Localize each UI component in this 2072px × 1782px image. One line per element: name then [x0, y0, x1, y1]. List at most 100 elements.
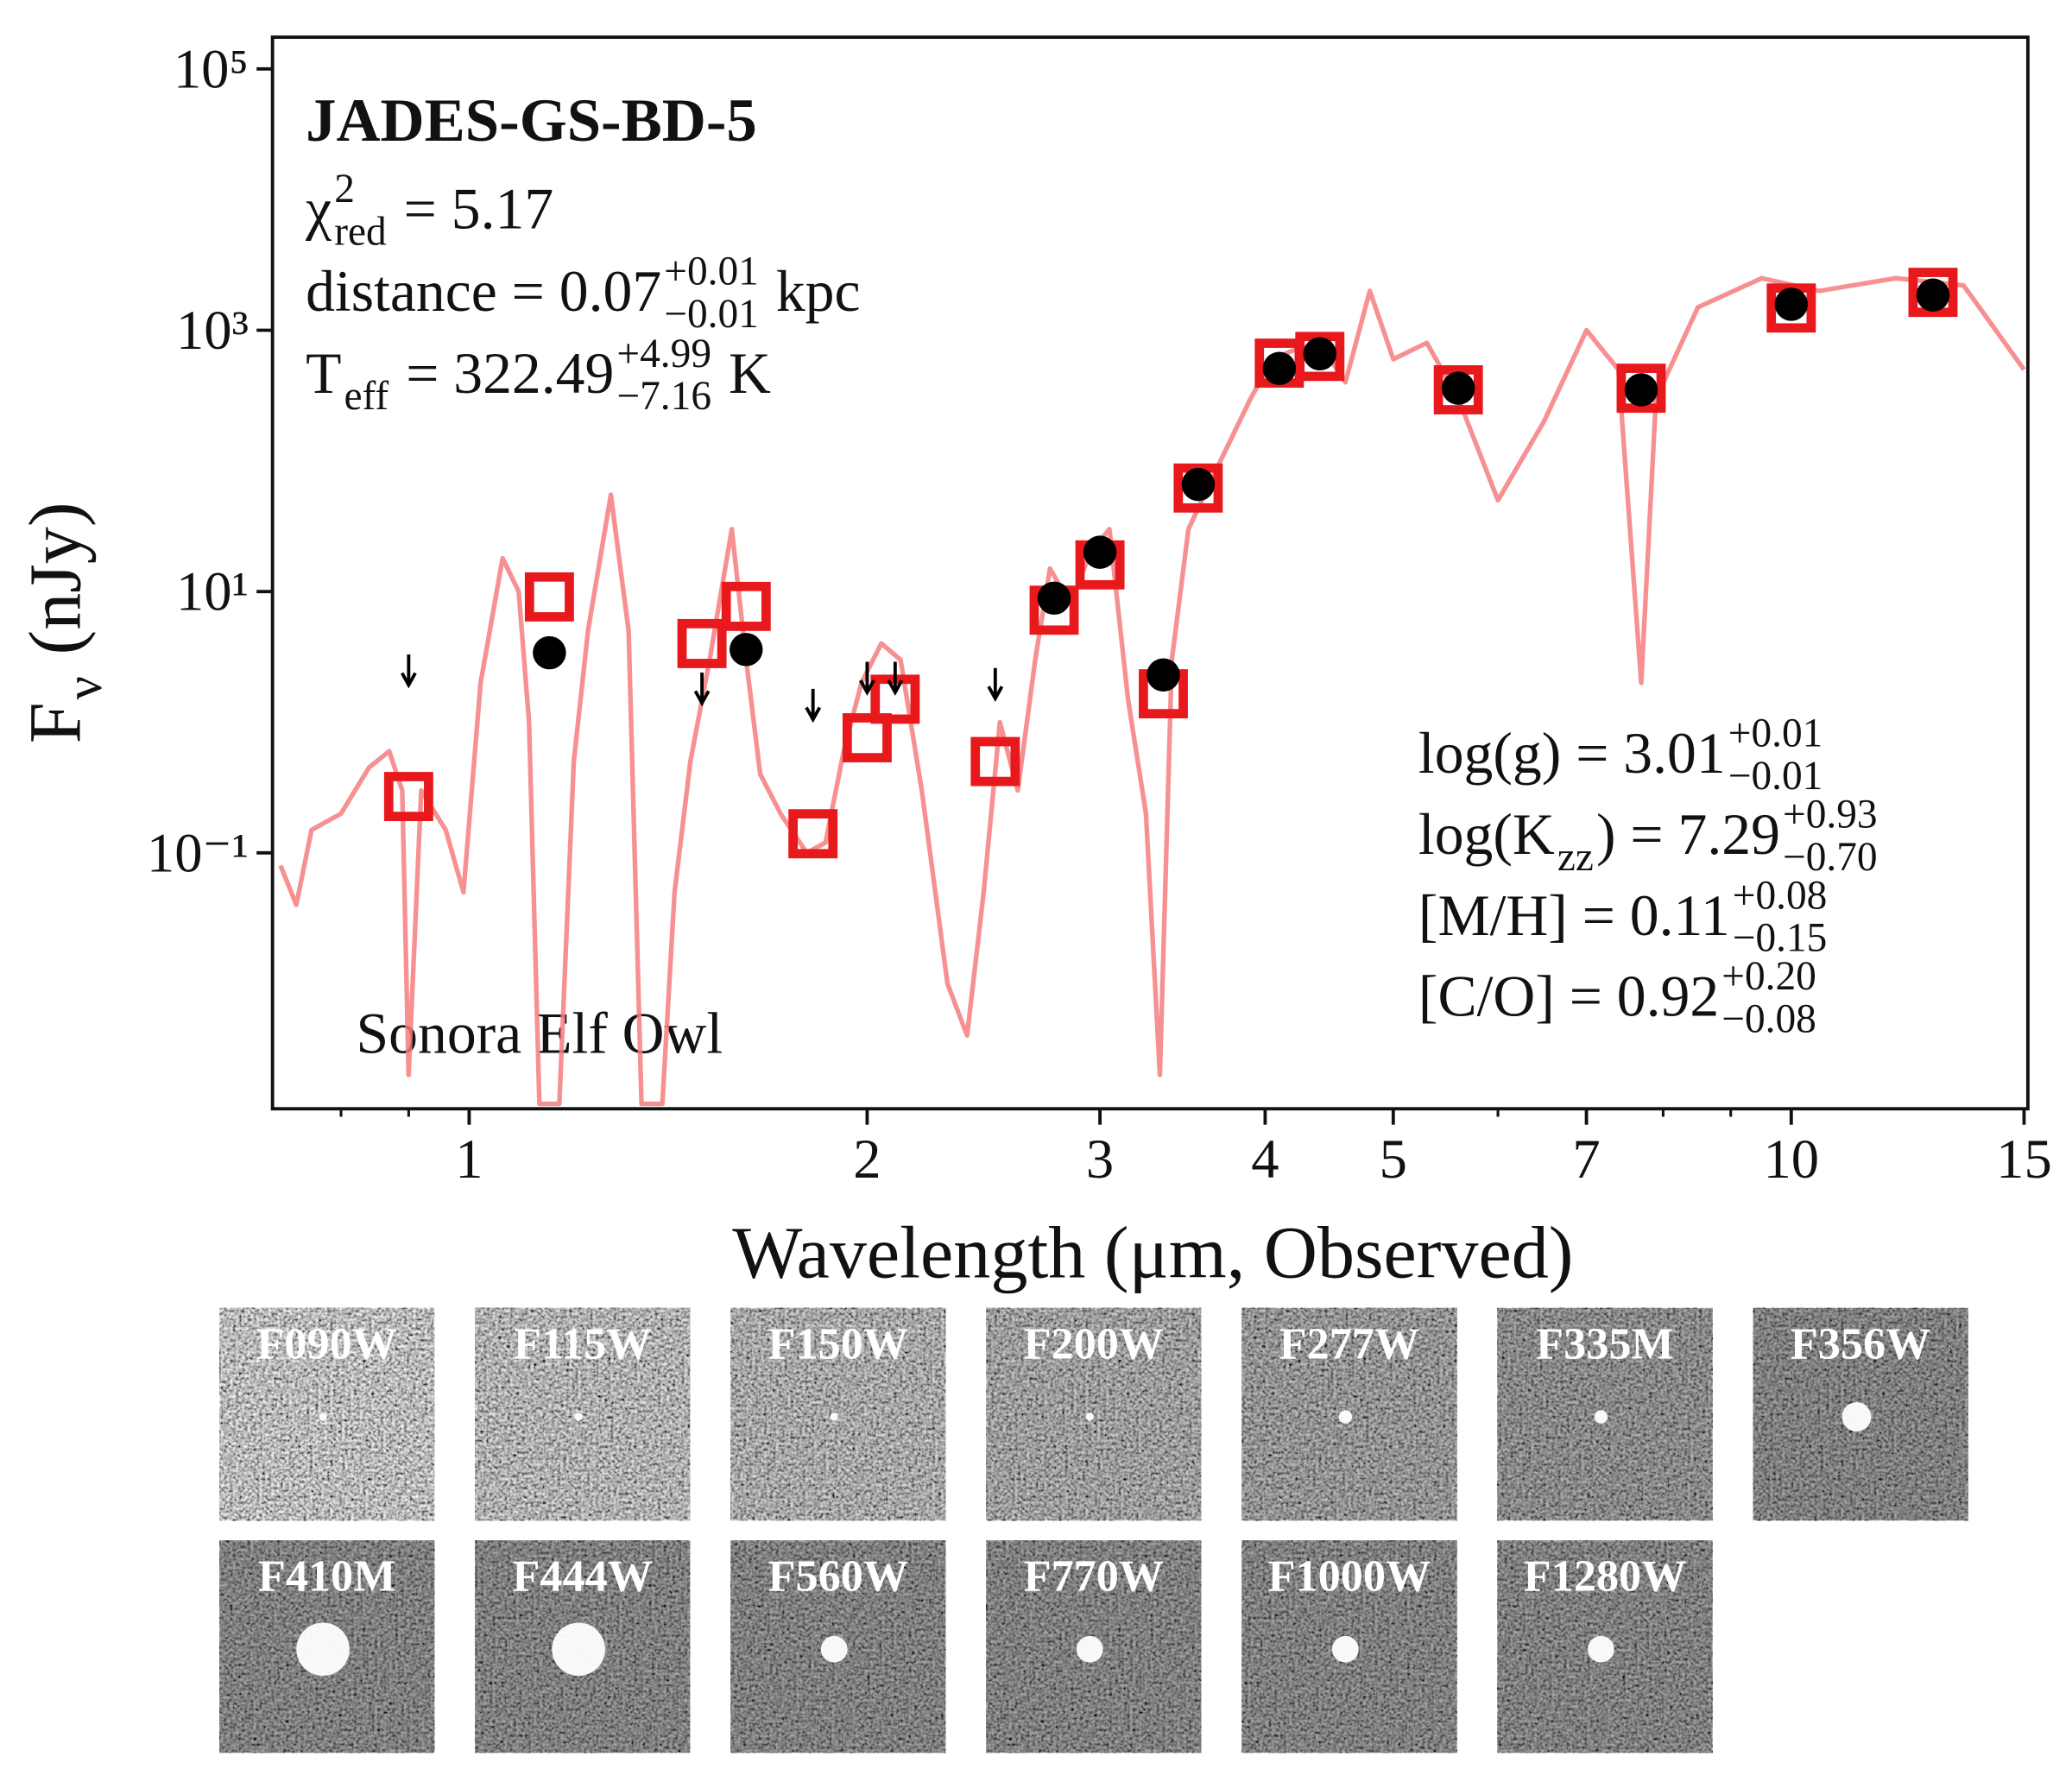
plot-frame	[270, 35, 2030, 1111]
cutout-label: F560W	[768, 1551, 909, 1602]
annotation: kpc	[761, 259, 861, 324]
x-tick-label: 1	[455, 1128, 483, 1190]
cutout-label: F410M	[258, 1551, 396, 1602]
annotation-sub: −0.01	[664, 292, 759, 337]
cutout-shade	[730, 1307, 946, 1521]
annotation-sup: +0.01	[1728, 711, 1823, 756]
observed-flux	[1262, 351, 1297, 385]
annotation-sup: +0.01	[664, 249, 759, 294]
x-tick-label: 7	[1572, 1128, 1600, 1190]
model-photometry	[1433, 365, 1483, 414]
annotation-sub: −0.08	[1721, 997, 1816, 1042]
cutout-source	[319, 1412, 327, 1421]
model-photometry	[788, 809, 838, 859]
cutout-source	[830, 1412, 838, 1421]
annotation: χ	[305, 177, 332, 242]
cutout-source	[1841, 1402, 1872, 1431]
model-photometry	[1616, 363, 1666, 414]
observed-flux	[1083, 535, 1117, 569]
x-tick-label: 5	[1380, 1128, 1407, 1190]
cutout-label: F1280W	[1524, 1551, 1687, 1602]
y-tick-label: 10⁻¹	[147, 821, 249, 883]
model-photometry	[383, 772, 433, 822]
cutout-image	[219, 1307, 435, 1521]
y-tick-label: 10⁵	[174, 37, 249, 99]
cutout-label: F1000W	[1268, 1551, 1431, 1602]
upper-limit	[400, 654, 417, 689]
cutout-source	[820, 1635, 848, 1663]
cutout-source	[296, 1622, 350, 1676]
x-tick-label: 15	[1996, 1128, 2052, 1190]
observed-flux	[1147, 658, 1180, 692]
model-photometry	[1908, 268, 1958, 318]
cutout-image	[475, 1307, 691, 1521]
cutout-image	[986, 1307, 1202, 1521]
cutout-source	[1338, 1410, 1353, 1424]
cutout-label: F090W	[256, 1318, 397, 1368]
model-photometry	[970, 736, 1020, 787]
observed-flux	[1181, 467, 1216, 502]
observed-flux	[730, 633, 763, 667]
observed-flux	[1774, 288, 1809, 321]
y-axis-label: Fν (nJy)	[14, 502, 113, 743]
cutout-shade	[475, 1307, 691, 1521]
plot-area	[278, 268, 2026, 1107]
observed-flux	[1624, 373, 1658, 407]
cutout-source	[574, 1412, 583, 1421]
cutout-source	[1085, 1412, 1094, 1421]
annotation-sub: −0.70	[1783, 835, 1878, 880]
annotation: T	[306, 341, 341, 406]
cutout-label: F150W	[768, 1318, 909, 1368]
annotation-sup: +0.08	[1733, 873, 1828, 918]
annotation: ) = 7.29	[1596, 802, 1780, 867]
annotation: distance = 0.07	[306, 259, 661, 324]
annotation: = 322.49	[391, 341, 614, 406]
x-tick-label: 2	[853, 1128, 881, 1190]
y-tick-label: 10¹	[176, 560, 249, 622]
cutout-image	[730, 1307, 946, 1521]
cutout-label: F335M	[1536, 1318, 1674, 1368]
cutout-label: F115W	[514, 1318, 652, 1368]
annotation-sub: −7.16	[616, 374, 711, 419]
annotation: K	[714, 341, 771, 406]
upper-limit	[859, 661, 875, 696]
cutout-source	[1076, 1635, 1103, 1663]
annotation: [M/H] = 0.11	[1418, 883, 1730, 948]
x-tick-label: 3	[1086, 1128, 1114, 1190]
observed-flux	[1303, 337, 1337, 371]
annotation-sup: +0.93	[1783, 792, 1878, 837]
annotation-sup: +0.20	[1721, 954, 1816, 999]
model-photometry	[1295, 332, 1345, 382]
cutout-shade	[986, 1307, 1202, 1521]
annotation-sub: −0.01	[1728, 754, 1823, 799]
cutout-label: F277W	[1279, 1318, 1420, 1368]
observed-flux	[1441, 371, 1475, 405]
observed-flux	[533, 635, 566, 670]
annotation: = 5.17	[389, 177, 553, 242]
model-photometry	[524, 572, 574, 622]
y-axis-label-part: F	[14, 702, 97, 743]
annotation-sub: red	[334, 209, 387, 254]
cutout-label: F200W	[1024, 1318, 1165, 1368]
model-photometry	[677, 618, 727, 668]
cutout-source	[1594, 1410, 1608, 1424]
annotation: log(K	[1418, 802, 1555, 867]
annotation-sup: 2	[334, 167, 355, 212]
annotation-sub: eff	[344, 374, 389, 419]
annotation: log(g) = 3.01	[1418, 721, 1726, 786]
annotation-sub: −0.15	[1733, 916, 1828, 961]
cutout-source	[552, 1622, 605, 1676]
upper-limit	[887, 661, 904, 696]
upper-limit	[693, 672, 711, 707]
x-tick-label: 4	[1251, 1128, 1279, 1190]
x-tick-label: 10	[1764, 1128, 1820, 1190]
x-axis-label: Wavelength (μm, Observed)	[732, 1211, 1573, 1294]
annotation-sup: +4.99	[616, 332, 711, 376]
cutout-label: F444W	[512, 1551, 653, 1602]
annotation-sub: zz	[1557, 835, 1594, 880]
cutout-source	[1331, 1635, 1359, 1663]
cutout-label: F356W	[1791, 1318, 1931, 1368]
y-axis-label-part: (nJy)	[14, 502, 97, 673]
